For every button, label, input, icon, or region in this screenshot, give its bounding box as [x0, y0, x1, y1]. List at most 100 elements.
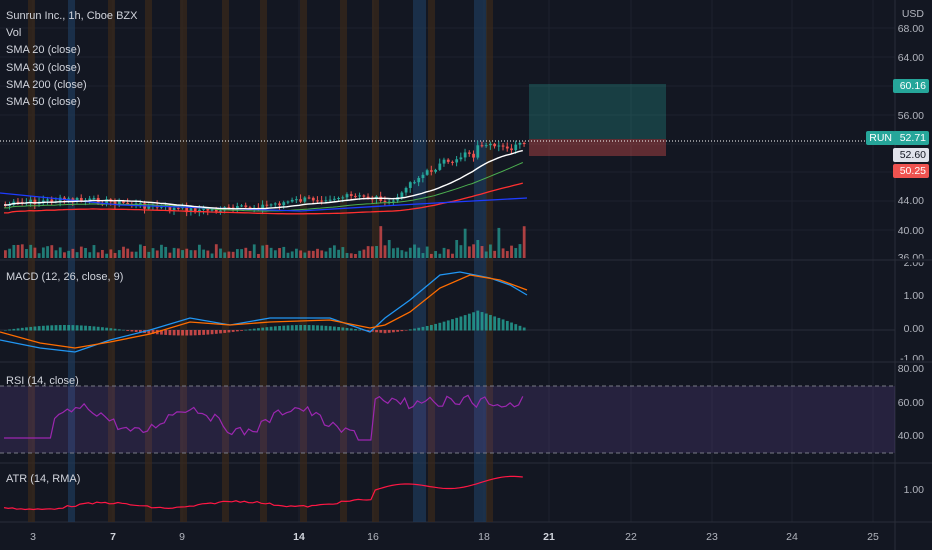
macd-histogram-bar	[480, 312, 484, 331]
macd-histogram-bar	[484, 313, 488, 331]
macd-histogram-bar	[332, 326, 336, 331]
macd-histogram-bar	[231, 330, 235, 332]
candle-body	[451, 161, 454, 163]
volume-bar	[16, 244, 20, 258]
volume-bar	[75, 252, 79, 258]
currency-label[interactable]: USD	[901, 8, 924, 20]
macd-histogram-bar	[455, 317, 459, 331]
time-label: 21	[543, 531, 555, 543]
candle-body	[341, 197, 345, 199]
time-label: 25	[867, 531, 879, 543]
time-label: 9	[179, 531, 185, 543]
volume-bar	[79, 246, 83, 258]
macd-histogram-bar	[303, 325, 307, 331]
legend-sma50[interactable]: SMA 50 (close)	[6, 96, 81, 109]
candle-body	[235, 206, 239, 209]
session-band	[260, 0, 267, 522]
volume-bar	[522, 226, 526, 258]
volume-bar	[143, 245, 146, 258]
volume-bar	[138, 244, 142, 258]
candle-body	[316, 200, 319, 202]
candle-body	[240, 205, 243, 207]
macd-histogram-bar	[413, 328, 416, 331]
macd-histogram-bar	[446, 320, 450, 331]
candle-body	[160, 206, 163, 208]
macd-histogram-bar	[151, 330, 155, 334]
prev-price-tag: 52.60	[893, 148, 929, 162]
volume-bar	[442, 247, 446, 258]
candle-body	[214, 209, 218, 212]
macd-histogram-bar	[324, 325, 328, 331]
volume-bar	[396, 247, 400, 258]
macd-label[interactable]: MACD (12, 26, close, 9)	[6, 271, 124, 283]
candle-body	[303, 197, 307, 202]
macd-histogram-bar	[307, 325, 311, 331]
candle-body	[467, 152, 471, 154]
macd-histogram-bar	[88, 326, 92, 331]
atr-tick: 1.00	[903, 484, 924, 496]
rsi-label[interactable]: RSI (14, close)	[6, 375, 79, 387]
macd-histogram-bar	[223, 330, 227, 333]
volume-bar	[497, 227, 501, 258]
volume-bar	[417, 247, 421, 258]
candle-body	[8, 204, 12, 206]
legend-sma20[interactable]: SMA 20 (close)	[6, 44, 81, 57]
candle-body	[193, 208, 197, 213]
session-band	[28, 0, 35, 522]
volume-bar	[168, 252, 172, 258]
macd-histogram-bar	[282, 325, 286, 331]
candle-body	[522, 142, 526, 145]
legend-sma30[interactable]: SMA 30 (close)	[6, 61, 81, 74]
macd-histogram-bar	[168, 330, 172, 336]
time-label: 7	[110, 531, 116, 543]
macd-tick: 1.00	[903, 290, 924, 302]
macd-histogram-bar	[518, 325, 522, 331]
session-band	[428, 0, 435, 522]
candle-body	[442, 159, 446, 164]
price-tick: 68.00	[897, 23, 924, 35]
macd-histogram-bar	[67, 325, 71, 331]
atr-label[interactable]: ATR (14, RMA)	[6, 473, 81, 485]
macd-histogram-bar	[366, 330, 370, 332]
volume-bar	[341, 247, 345, 258]
ticker-tag: RUN	[866, 131, 895, 145]
macd-histogram-bar	[244, 329, 248, 331]
price-tick: 64.00	[897, 52, 924, 64]
volume-bar	[510, 245, 513, 258]
macd-histogram-bar	[354, 328, 357, 331]
stop-price-tag: 50.25	[893, 164, 929, 178]
macd-histogram-bar	[497, 317, 501, 331]
macd-histogram-bar	[4, 330, 7, 331]
macd-histogram-bar	[370, 330, 374, 332]
volume-bar	[160, 244, 163, 258]
volume-bar	[248, 250, 252, 258]
volume-bar	[261, 245, 265, 258]
volume-bar	[109, 249, 113, 258]
candle-body	[476, 145, 480, 158]
session-band	[108, 0, 115, 522]
volume-bar	[463, 228, 467, 258]
volume-bar	[67, 250, 71, 258]
candle-body	[113, 201, 117, 206]
symbol-title[interactable]: Sunrun Inc., 1h, Cboe BZX	[6, 10, 138, 22]
macd-histogram-bar	[58, 325, 62, 331]
candle-body	[50, 199, 54, 203]
candle-body	[400, 192, 404, 198]
volume-bar	[434, 251, 438, 258]
macd-histogram-bar	[341, 327, 345, 331]
volume-bar	[41, 247, 45, 258]
rsi-tick: 60.00	[897, 397, 924, 409]
chart-legend: Sunrun Inc., 1h, Cboe BZX Vol SMA 20 (cl…	[6, 8, 137, 111]
volume-bar	[370, 246, 374, 258]
macd-histogram-bar	[75, 325, 79, 331]
volume-bar	[88, 252, 92, 258]
volume-bar	[455, 240, 459, 258]
volume-bar	[354, 253, 357, 258]
candle-body	[16, 201, 20, 203]
volume-bar	[4, 250, 7, 258]
legend-sma200[interactable]: SMA 200 (close)	[6, 78, 87, 91]
legend-volume[interactable]: Vol	[6, 27, 22, 40]
candle-body	[286, 201, 290, 203]
volume-bar	[425, 246, 429, 258]
